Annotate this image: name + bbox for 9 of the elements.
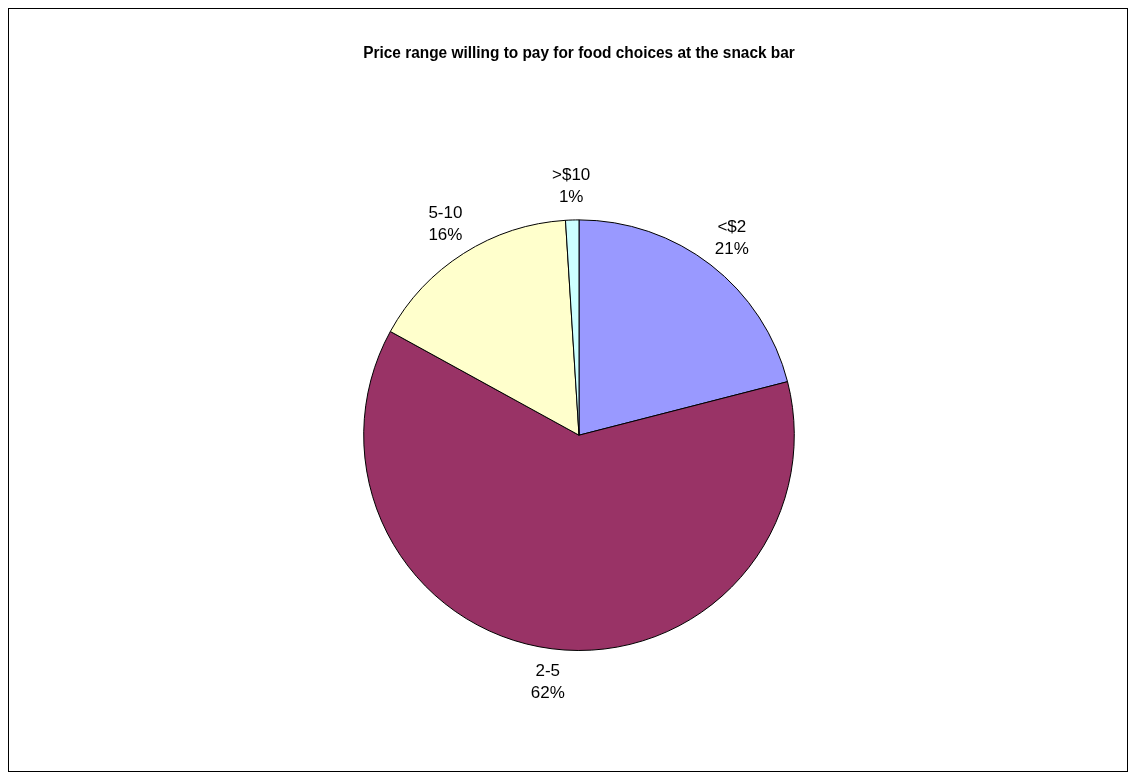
data-label: 1% (558, 186, 584, 206)
slice-label: <$2 (717, 216, 747, 236)
chart-title: Price range willing to pay for food choices at the snack bar (363, 42, 796, 62)
slice-label: 2-5 (535, 661, 561, 681)
slice-label: 5-10 (428, 203, 463, 223)
data-label: 62% (530, 683, 565, 703)
slice-label: >$10 (552, 164, 591, 184)
data-label: 21% (714, 238, 749, 258)
data-label: 16% (428, 225, 463, 245)
